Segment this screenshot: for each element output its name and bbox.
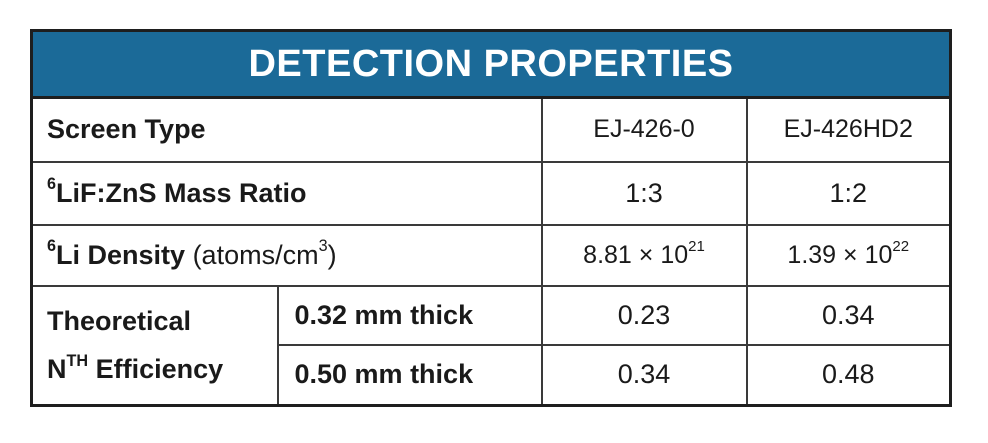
- screen-type-label: Screen Type: [30, 96, 543, 163]
- table-row-li-density: 6Li Density (atoms/cm3) 8.81 × 1021 1.39…: [30, 223, 952, 287]
- li-density-unit-post: ): [327, 239, 337, 270]
- thickness-label-2: 0.50 mm thick: [276, 343, 543, 407]
- li-density-value-1-mantissa: 8.81 × 10: [583, 240, 689, 269]
- efficiency-label-line2: NTH Efficiency: [47, 345, 223, 394]
- table-row-mass-ratio: 6LiF:ZnS Mass Ratio 1:3 1:2: [30, 160, 952, 226]
- li-density-unit-pre: (atoms/cm: [192, 239, 319, 270]
- mass-ratio-label-superscript: 6: [47, 175, 57, 194]
- efficiency-label-line2-pre: N: [47, 354, 67, 385]
- li-density-value-2: 1.39 × 1022: [745, 223, 952, 287]
- screen-type-value-1: EJ-426-0: [540, 96, 748, 163]
- li-density-value-2-mantissa: 1.39 × 10: [787, 240, 893, 269]
- li-density-label: 6Li Density (atoms/cm3): [30, 223, 543, 287]
- thickness-label-1: 0.32 mm thick: [276, 284, 543, 346]
- li-density-label-text: Li Density: [56, 239, 186, 270]
- table-row-efficiency-thick: 0.50 mm thick 0.34 0.48: [32, 343, 952, 407]
- li-density-value-2-exponent: 22: [892, 237, 910, 255]
- efficiency-label-line2-superscript: TH: [66, 351, 89, 370]
- efficiency-label-line2-post: Efficiency: [88, 354, 224, 385]
- efficiency-value-1-1: 0.23: [540, 284, 748, 346]
- mass-ratio-value-2: 1:2: [745, 160, 952, 226]
- table-row-screen-type: Screen Type EJ-426-0 EJ-426HD2: [30, 96, 952, 163]
- efficiency-value-1-2: 0.34: [745, 284, 952, 346]
- efficiency-label-line1: Theoretical: [47, 305, 192, 336]
- detection-properties-table: DETECTION PROPERTIES Screen Type EJ-426-…: [30, 29, 952, 407]
- li-density-value-1: 8.81 × 1021: [540, 223, 748, 287]
- mass-ratio-label: 6LiF:ZnS Mass Ratio: [30, 160, 543, 226]
- li-density-value-1-exponent: 21: [688, 237, 705, 255]
- screen-type-value-2: EJ-426HD2: [745, 96, 952, 163]
- efficiency-label: Theoretical NTH Efficiency: [30, 284, 279, 407]
- table-row-efficiency-thin: Theoretical NTH Efficiency 0.32 mm thick…: [30, 284, 952, 407]
- efficiency-value-2-2: 0.48: [745, 343, 952, 407]
- efficiency-value-2-1: 0.34: [540, 343, 748, 407]
- li-density-unit-superscript: 3: [318, 237, 328, 256]
- table-title-row: DETECTION PROPERTIES: [30, 29, 952, 99]
- mass-ratio-value-1: 1:3: [540, 160, 748, 226]
- mass-ratio-label-text: LiF:ZnS Mass Ratio: [56, 177, 307, 208]
- table-title: DETECTION PROPERTIES: [30, 29, 952, 99]
- li-density-label-superscript: 6: [47, 237, 57, 256]
- li-density-unit: (atoms/cm3): [192, 237, 337, 270]
